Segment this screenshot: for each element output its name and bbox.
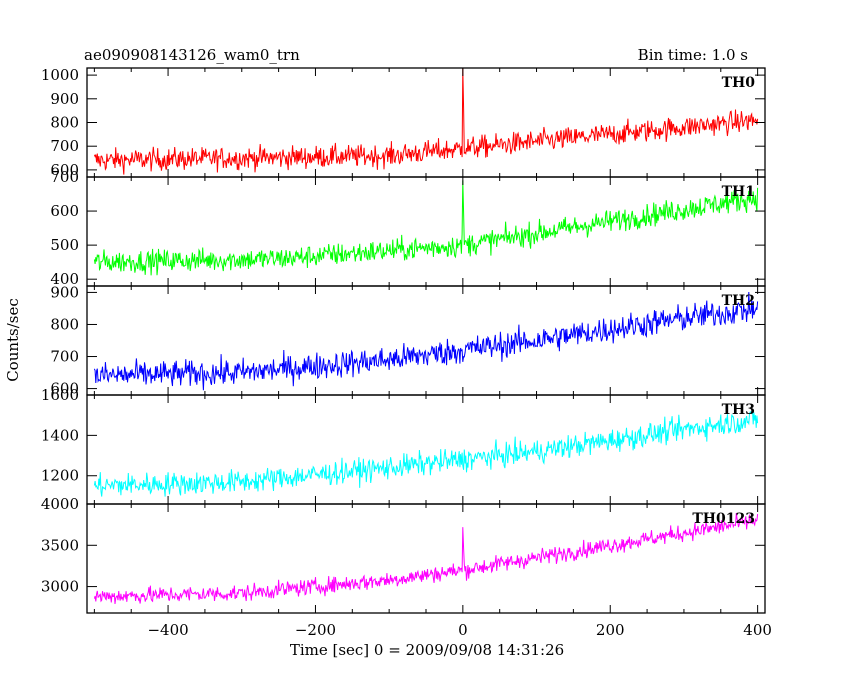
chart-title: ae090908143126_wam0_trn [84, 46, 300, 64]
y-tick-label: 1000 [41, 66, 79, 84]
y-tick-label: 400 [50, 270, 79, 288]
panel-label-th3: TH3 [722, 402, 755, 418]
y-tick-label: 600 [50, 161, 79, 179]
y-tick-label: 500 [50, 236, 79, 254]
series-line-th0 [93, 67, 759, 175]
x-tick-label: −400 [147, 621, 188, 639]
panel-frame-th2 [86, 285, 766, 396]
y-tick-label: 700 [50, 137, 79, 155]
y-tick-label: 900 [50, 283, 79, 301]
panel-label-th2: TH2 [722, 293, 755, 309]
y-tick-label: 700 [50, 348, 79, 366]
panel-label-th1: TH1 [722, 184, 755, 200]
panel-frame-th1 [86, 176, 766, 287]
x-tick-label: −200 [295, 621, 336, 639]
y-tick-label: 4000 [41, 495, 79, 513]
y-tick-label: 800 [50, 114, 79, 132]
y-tick-label: 600 [50, 202, 79, 220]
y-tick-label: 900 [50, 90, 79, 108]
y-tick-label: 700 [50, 168, 79, 186]
y-tick-label: 3000 [41, 578, 79, 596]
y-axis-title: Counts/sec [4, 298, 22, 382]
y-tick-label: 1600 [41, 386, 79, 404]
y-tick-label: 1200 [41, 467, 79, 485]
x-tick-label: 400 [743, 621, 772, 639]
series-line-th2 [93, 291, 759, 391]
y-tick-label: 600 [50, 380, 79, 398]
panel-label-th0: TH0 [722, 75, 756, 91]
bin-time-label: Bin time: 1.0 s [638, 46, 748, 64]
y-tick-label: 800 [50, 315, 79, 333]
series-line-th1 [93, 180, 759, 276]
series-line-th3 [93, 410, 759, 497]
series-line-th0123 [93, 512, 759, 605]
x-tick-label: 0 [458, 621, 468, 639]
x-axis-title: Time [sec] 0 = 2009/09/08 14:31:26 [290, 641, 564, 659]
y-tick-label: 3500 [41, 536, 79, 554]
y-tick-label: 1400 [41, 426, 79, 444]
x-tick-label: 200 [596, 621, 625, 639]
panel-label-th0123: TH0123 [692, 511, 755, 527]
